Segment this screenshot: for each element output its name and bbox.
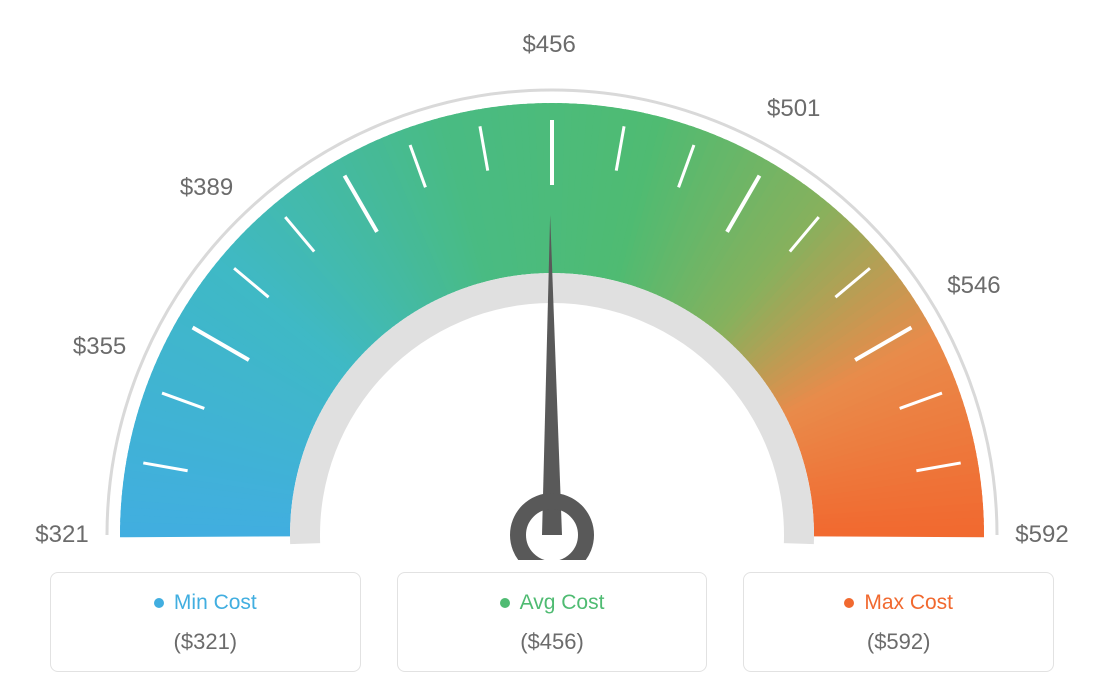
legend-label-max: Max Cost [864, 591, 953, 615]
legend-title-avg: Avg Cost [500, 591, 605, 615]
legend-value-min: ($321) [61, 629, 350, 655]
legend-label-avg: Avg Cost [520, 591, 605, 615]
gauge-tick-label: $389 [180, 174, 233, 202]
gauge-svg [0, 0, 1104, 560]
legend-value-max: ($592) [754, 629, 1043, 655]
gauge-tick-label: $355 [73, 333, 126, 361]
legend-value-avg: ($456) [408, 629, 697, 655]
legend-title-min: Min Cost [154, 591, 257, 615]
legend-card-max: Max Cost ($592) [743, 572, 1054, 672]
legend-dot-avg [500, 598, 510, 608]
legend-dot-min [154, 598, 164, 608]
gauge-tick-label: $501 [767, 95, 820, 123]
gauge-tick-label: $321 [35, 521, 88, 549]
legend-card-min: Min Cost ($321) [50, 572, 361, 672]
legend-row: Min Cost ($321) Avg Cost ($456) Max Cost… [0, 572, 1104, 672]
gauge-tick-label: $546 [947, 272, 1000, 300]
gauge-chart: $321 $355 $389 $456 $501 $546 $592 [0, 0, 1104, 560]
legend-label-min: Min Cost [174, 591, 257, 615]
legend-dot-max [844, 598, 854, 608]
gauge-tick-label: $592 [1015, 521, 1068, 549]
gauge-tick-label: $456 [522, 31, 575, 59]
legend-card-avg: Avg Cost ($456) [397, 572, 708, 672]
legend-title-max: Max Cost [844, 591, 953, 615]
